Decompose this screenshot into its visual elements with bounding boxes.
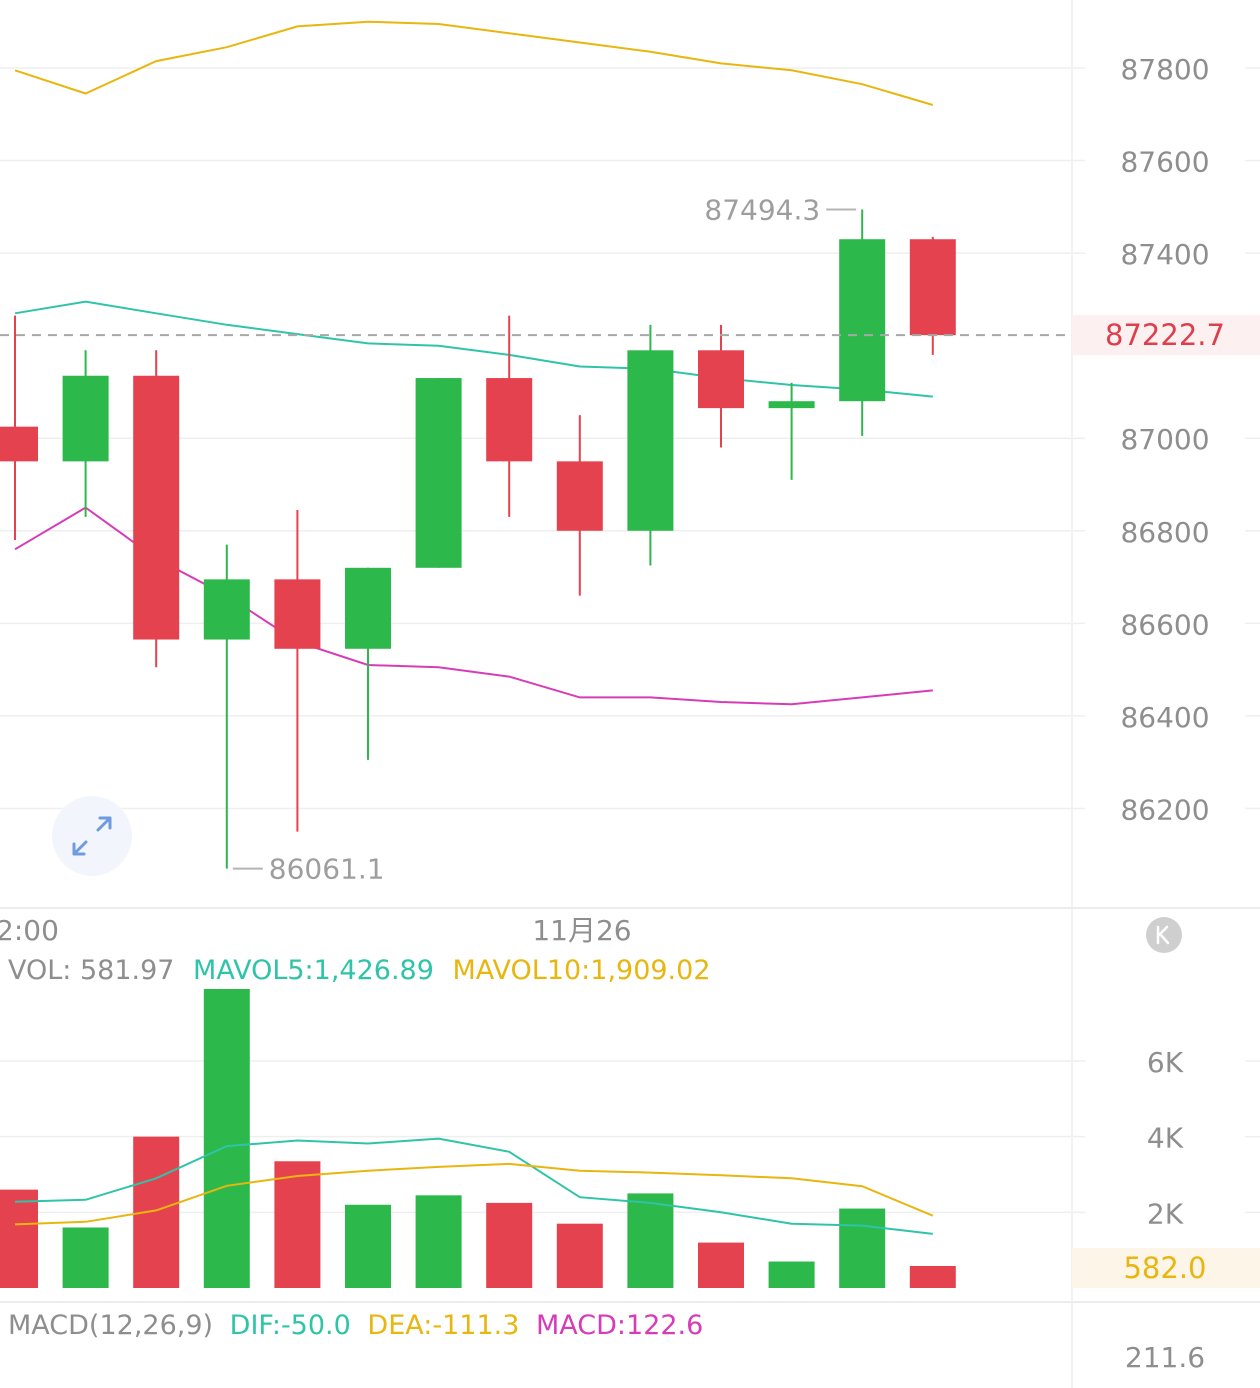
time-label-date: 11月26 (532, 914, 631, 947)
candle-body (203, 579, 250, 640)
price-axis: 87800 87600 87400 87000 86800 86600 86400 86200 (1120, 53, 1209, 826)
candle-body (909, 239, 956, 336)
current-price-label: 87222.7 (1105, 318, 1225, 352)
candle-body (556, 461, 603, 531)
price-tick-label: 86200 (1120, 793, 1209, 826)
mavol5-value: MAVOL5:1,426.89 (193, 955, 434, 986)
dea-value: DEA:-111.3 (367, 1310, 519, 1341)
macd-value: MACD:122.6 (536, 1310, 703, 1341)
low-price-label: 86061.1 (269, 853, 385, 886)
price-tick-label: 86600 (1120, 608, 1209, 641)
candle[interactable] (62, 350, 109, 517)
price-tick-label: 87600 (1120, 146, 1209, 179)
candle-body (415, 378, 462, 568)
candle[interactable] (415, 378, 462, 568)
candle[interactable] (768, 382, 815, 480)
candle-body (345, 567, 391, 649)
volume-grid (0, 1060, 1260, 1214)
volume-legend: VOL: 581.97 MAVOL5:1,426.89 MAVOL10:1,90… (8, 955, 711, 986)
volume-bar[interactable] (556, 1223, 603, 1288)
candle[interactable] (345, 567, 391, 760)
candle[interactable] (909, 236, 956, 355)
volume-ma-line (14, 1137, 933, 1235)
k-badge-icon[interactable] (1146, 917, 1182, 953)
price-tick-label: 86400 (1120, 701, 1209, 734)
time-label-left: 2:00 (0, 914, 59, 947)
macd-axis-label: 211.6 (1125, 1341, 1205, 1374)
price-grid (0, 67, 1260, 810)
candle[interactable] (203, 544, 250, 869)
candle[interactable] (133, 350, 180, 668)
candle-body (627, 350, 674, 531)
candle[interactable] (698, 324, 744, 448)
volume-bar[interactable] (345, 1204, 391, 1288)
price-tick-label: 86800 (1120, 516, 1209, 549)
volume-bar[interactable] (203, 989, 250, 1288)
volume-tick-label: 6K (1147, 1046, 1184, 1079)
candle[interactable] (627, 324, 674, 566)
candle[interactable] (0, 315, 38, 541)
dif-value: DIF:-50.0 (230, 1310, 351, 1341)
candle-body (274, 579, 321, 649)
candles[interactable] (0, 209, 956, 869)
candle-body (839, 239, 886, 402)
volume-ma-line (14, 1162, 934, 1226)
candle[interactable] (274, 509, 321, 832)
macd-legend: MACD(12,26,9) DIF:-50.0 DEA:-111.3 MACD:… (8, 1310, 703, 1341)
vol-value: VOL: 581.97 (8, 955, 174, 986)
volume-bar[interactable] (768, 1261, 815, 1288)
volume-bar[interactable] (0, 1189, 38, 1288)
candle[interactable] (839, 209, 886, 436)
high-price-label: 87494.3 (704, 193, 820, 226)
candle-body (62, 375, 109, 462)
volume-bar[interactable] (698, 1242, 744, 1288)
volume-moving-averages (14, 1137, 934, 1235)
volume-bar[interactable] (62, 1227, 109, 1288)
volume-tick-label: 4K (1147, 1122, 1184, 1155)
current-volume-label: 582.0 (1123, 1251, 1206, 1285)
volume-bars[interactable] (0, 989, 956, 1288)
volume-tick-label: 2K (1147, 1197, 1184, 1230)
price-tick-label: 87000 (1120, 423, 1209, 456)
macd-name: MACD(12,26,9) (8, 1310, 213, 1341)
candle-body (768, 401, 815, 409)
current-volume-label-bg (1072, 1248, 1260, 1288)
candle-body (0, 426, 38, 462)
candle[interactable] (556, 415, 603, 596)
candle-body (133, 375, 180, 640)
volume-bar[interactable] (909, 1265, 956, 1288)
price-tick-label: 87400 (1120, 238, 1209, 271)
volume-bar[interactable] (627, 1193, 674, 1288)
price-ma-line (14, 300, 933, 398)
volume-axis: 6K 4K 2K (1147, 1046, 1184, 1230)
volume-bar[interactable] (415, 1195, 462, 1288)
current-price-label-bg (1072, 315, 1260, 356)
high-low-markers: 87494.3 86061.1 (232, 193, 857, 886)
mavol10-value: MAVOL10:1,909.02 (452, 955, 710, 986)
expand-arrows-icon[interactable] (52, 796, 132, 876)
price-tick-label: 87800 (1120, 53, 1209, 86)
candle[interactable] (486, 315, 533, 517)
volume-bar[interactable] (274, 1161, 321, 1288)
price-ma-line (14, 20, 934, 106)
candle-body (486, 378, 533, 462)
candle-body (698, 350, 744, 409)
volume-bar[interactable] (839, 1208, 886, 1288)
volume-bar[interactable] (486, 1202, 533, 1288)
